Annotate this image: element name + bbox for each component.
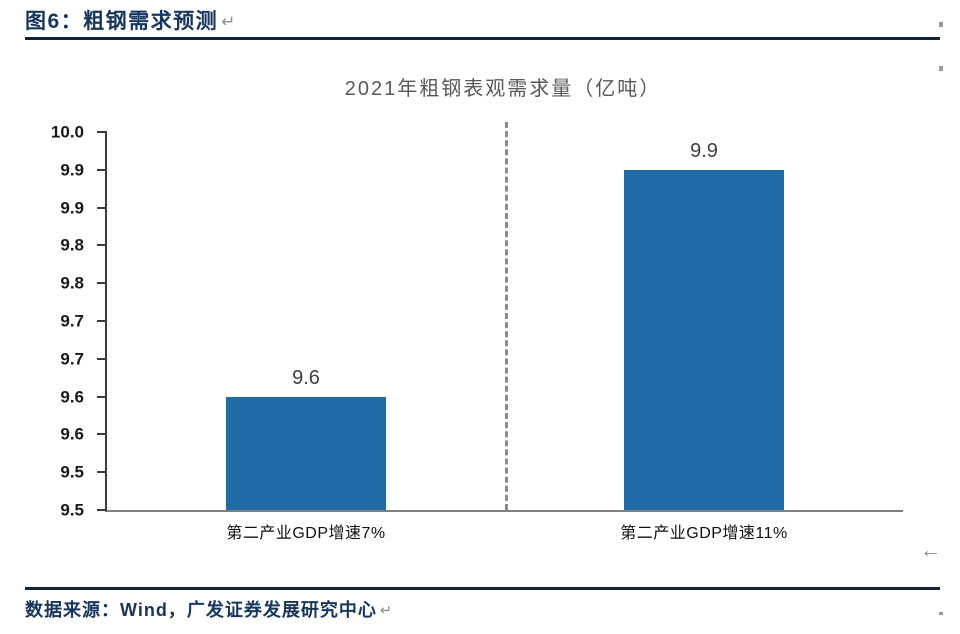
figure-heading: 图6：粗钢需求预测 ↵ xyxy=(25,5,237,35)
figure-heading-text: 图6：粗钢需求预测 xyxy=(25,10,219,33)
y-tick-label: 9.5 xyxy=(60,462,84,482)
y-tick-mark xyxy=(97,471,107,474)
page-edge-artifact-dot xyxy=(939,66,943,71)
plot-area: 9.6 9.9 第二产业GDP增速7% 第二产业GDP增速11% xyxy=(97,122,903,542)
y-tick-label: 9.6 xyxy=(60,424,84,444)
y-tick-mark xyxy=(97,244,107,247)
y-tick-mark xyxy=(97,433,107,436)
data-source-text: 数据来源：Wind，广发证券发展研究中心 xyxy=(25,600,377,620)
bar-value-label: 9.9 xyxy=(690,140,718,162)
y-tick-mark xyxy=(97,206,107,209)
bar xyxy=(226,397,386,510)
paragraph-return-icon: ↵ xyxy=(379,603,393,619)
page-edge-artifact-dot xyxy=(939,612,943,615)
y-tick-label: 9.8 xyxy=(60,273,84,293)
header-divider-rule xyxy=(25,37,940,40)
y-tick-mark xyxy=(97,131,107,133)
y-tick-label: 9.9 xyxy=(60,160,84,180)
bar-value-label: 9.6 xyxy=(292,367,320,389)
bar-group-gdp-7pct: 9.6 xyxy=(226,368,386,510)
y-tick-label: 9.9 xyxy=(60,198,84,218)
y-tick-label: 9.7 xyxy=(60,349,84,369)
y-tick-mark xyxy=(97,168,107,171)
data-source-line: 数据来源：Wind，广发证券发展研究中心 ↵ xyxy=(25,596,393,622)
x-category-label: 第二产业GDP增速11% xyxy=(620,525,788,542)
y-axis-labels: 10.0 9.9 9.9 9.8 9.8 9.7 9.7 9.6 9.6 9.5 9.5 xyxy=(0,124,96,519)
page-edge-artifact-dot xyxy=(939,22,943,27)
bar xyxy=(624,170,784,510)
y-tick-label: 9.5 xyxy=(60,500,84,520)
paragraph-return-icon: ↵ xyxy=(221,12,237,31)
chart-title: 2021年粗钢表观需求量（亿吨） xyxy=(344,78,662,100)
y-tick-mark xyxy=(97,395,107,398)
left-arrow-return-icon: ← xyxy=(920,539,941,562)
y-tick-label: 9.6 xyxy=(60,387,84,407)
y-tick-label: 9.8 xyxy=(60,235,84,255)
y-tick-mark xyxy=(97,357,107,360)
y-tick-mark xyxy=(97,282,107,285)
bar-group-gdp-11pct: 9.9 xyxy=(624,141,784,510)
y-tick-mark xyxy=(97,509,107,511)
footer-divider-rule xyxy=(25,587,940,590)
y-tick-mark xyxy=(97,320,107,322)
x-category-label: 第二产业GDP增速7% xyxy=(226,525,386,542)
category-divider-dashed-line xyxy=(505,122,508,510)
y-tick-label: 10.0 xyxy=(50,122,84,142)
y-tick-label: 9.7 xyxy=(60,311,84,331)
